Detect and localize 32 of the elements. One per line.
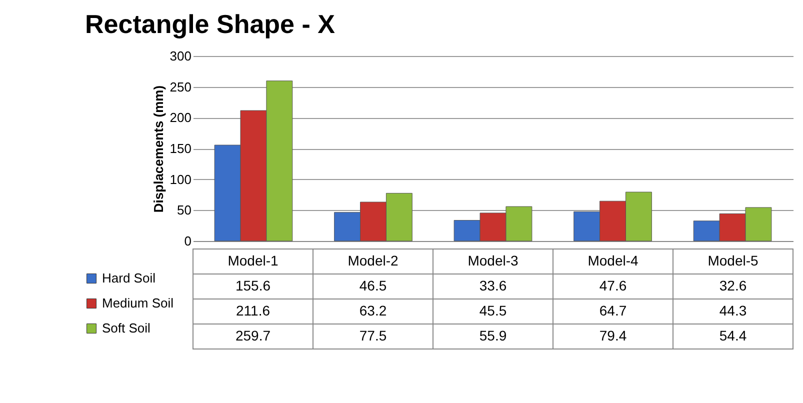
y-tick-label: 250 xyxy=(170,79,192,94)
y-tick-label: 50 xyxy=(177,202,192,218)
data-label: 155.6 xyxy=(235,278,271,294)
y-tick-label: 150 xyxy=(170,141,192,156)
x-tick-label: Model-3 xyxy=(468,252,518,268)
data-label: 55.9 xyxy=(479,328,507,344)
data-label: 63.2 xyxy=(359,302,387,318)
y-tick-label: 200 xyxy=(170,110,192,126)
data-label: 46.5 xyxy=(359,278,387,294)
data-label: 77.5 xyxy=(359,328,387,344)
legend-label: Soft Soil xyxy=(102,320,151,336)
data-label: 259.7 xyxy=(235,328,271,344)
legend-label: Medium Soil xyxy=(102,296,174,310)
data-label: 211.6 xyxy=(236,302,270,318)
x-tick-label: Model-5 xyxy=(708,252,758,268)
y-tick-label: 0 xyxy=(184,234,192,248)
y-tick-label: 300 xyxy=(170,48,192,64)
data-label: 64.7 xyxy=(599,302,627,318)
data-label: 33.6 xyxy=(479,278,507,294)
data-label: 79.4 xyxy=(599,328,627,344)
legend-label: Hard Soil xyxy=(102,270,156,286)
x-tick-label: Model-1 xyxy=(228,252,278,268)
data-label: 45.5 xyxy=(479,302,507,318)
x-tick-label: Model-2 xyxy=(348,252,398,268)
chart-title: Rectangle Shape - X xyxy=(85,9,336,39)
data-label: 47.6 xyxy=(599,278,627,294)
data-label: 32.6 xyxy=(719,278,747,294)
data-label: 44.3 xyxy=(719,302,747,318)
y-axis-title: Displacements (mm) xyxy=(150,85,166,213)
x-tick-label: Model-4 xyxy=(588,252,638,268)
y-tick-label: 100 xyxy=(170,172,192,187)
data-label: 54.4 xyxy=(719,328,747,344)
